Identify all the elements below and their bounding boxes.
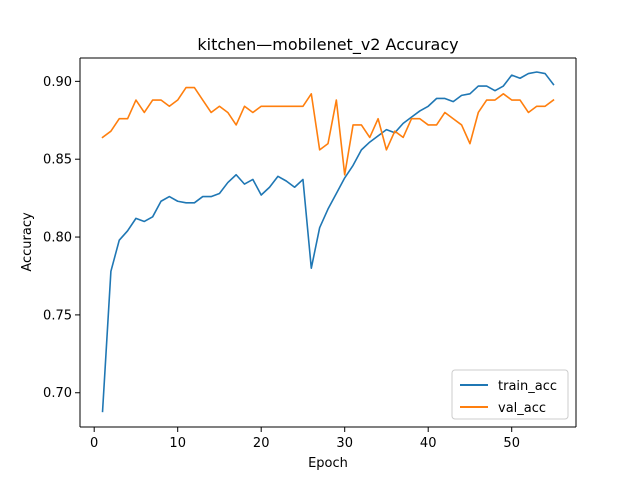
axes-frame bbox=[79, 57, 577, 428]
x-tick-label: 0 bbox=[90, 436, 98, 451]
legend-label-val-acc: val_acc bbox=[498, 401, 546, 416]
plot-area bbox=[80, 58, 576, 427]
legend: train_acc val_acc bbox=[451, 369, 569, 420]
series-line-train-acc bbox=[101, 71, 555, 413]
x-axis-label: Epoch bbox=[308, 456, 348, 471]
chart-title: kitchen—mobilenet_v2 Accuracy bbox=[197, 35, 458, 55]
y-tick-label: 0.75 bbox=[43, 308, 72, 323]
y-axis-label: Accuracy bbox=[20, 212, 35, 272]
series-layer bbox=[101, 71, 555, 413]
x-tick-label: 20 bbox=[253, 436, 270, 451]
x-tick-label: 10 bbox=[169, 436, 186, 451]
legend-label-train-acc: train_acc bbox=[498, 379, 557, 394]
x-tick-label: 40 bbox=[420, 436, 437, 451]
x-tick-label: 50 bbox=[503, 436, 520, 451]
series-line-val-acc bbox=[101, 86, 555, 176]
y-tick-label: 0.90 bbox=[43, 75, 72, 90]
y-tick-label: 0.85 bbox=[43, 153, 72, 168]
y-tick-label: 0.70 bbox=[43, 386, 72, 401]
x-ticks: 0 10 20 30 40 50 bbox=[90, 427, 520, 451]
x-tick-label: 30 bbox=[336, 436, 353, 451]
y-ticks: 0.70 0.75 0.80 0.85 0.90 bbox=[43, 75, 80, 401]
y-tick-label: 0.80 bbox=[43, 231, 72, 246]
